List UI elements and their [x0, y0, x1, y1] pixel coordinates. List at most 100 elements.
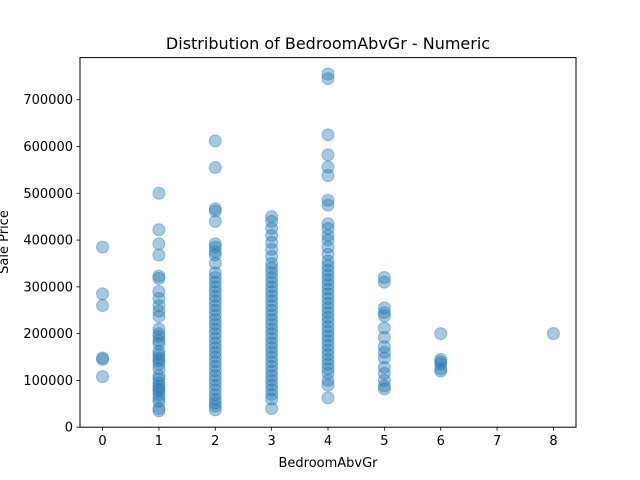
- data-point: [265, 214, 279, 228]
- data-point: [265, 392, 279, 406]
- data-point: [265, 387, 279, 401]
- data-point: [321, 247, 335, 261]
- x-tick-label: 6: [437, 434, 445, 449]
- data-point: [265, 221, 279, 235]
- data-point: [377, 351, 391, 365]
- data-point: [152, 372, 166, 386]
- data-point: [265, 261, 279, 275]
- points-layer: [96, 67, 560, 418]
- data-point: [265, 294, 279, 308]
- data-point: [321, 366, 335, 380]
- x-tick-label: 7: [493, 434, 501, 449]
- data-point: [208, 285, 222, 299]
- data-point: [96, 240, 110, 254]
- data-point: [265, 345, 279, 359]
- data-point: [321, 292, 335, 306]
- data-point: [208, 256, 222, 270]
- data-point: [265, 242, 279, 256]
- data-point: [321, 296, 335, 310]
- data-point: [265, 285, 279, 299]
- data-point: [208, 355, 222, 369]
- data-point: [152, 394, 166, 408]
- data-point: [321, 217, 335, 231]
- data-point: [208, 383, 222, 397]
- data-point: [321, 233, 335, 247]
- data-point: [152, 384, 166, 398]
- data-point: [208, 204, 222, 218]
- data-point: [208, 373, 222, 387]
- data-point: [321, 198, 335, 212]
- data-point: [321, 324, 335, 338]
- data-point: [377, 275, 391, 289]
- data-point: [377, 330, 391, 344]
- data-point: [546, 327, 560, 341]
- data-point: [208, 350, 222, 364]
- data-point: [208, 248, 222, 262]
- x-axis: 0 1 2 3 4 5 6 7 8: [98, 427, 558, 449]
- data-point: [152, 322, 166, 336]
- data-point: [208, 396, 222, 410]
- data-point: [152, 292, 166, 306]
- data-point: [265, 228, 279, 242]
- data-point: [265, 355, 279, 369]
- data-point: [96, 352, 110, 366]
- data-point: [152, 391, 166, 405]
- data-point: [321, 259, 335, 273]
- data-point: [265, 289, 279, 303]
- data-point: [208, 240, 222, 254]
- x-tick-label: 3: [267, 434, 275, 449]
- data-point: [321, 306, 335, 320]
- data-point: [152, 344, 166, 358]
- data-point: [265, 280, 279, 294]
- data-point: [377, 373, 391, 387]
- data-point: [208, 331, 222, 345]
- data-point: [321, 329, 335, 343]
- data-point: [152, 404, 166, 418]
- data-point: [321, 362, 335, 376]
- data-point: [321, 334, 335, 348]
- data-point: [265, 249, 279, 263]
- data-point: [208, 202, 222, 216]
- y-axis-label: Sale Price: [0, 210, 12, 274]
- y-tick-label: 600000: [23, 140, 73, 155]
- data-point: [152, 186, 166, 200]
- data-point: [265, 210, 279, 224]
- data-point: [152, 351, 166, 365]
- data-point: [152, 223, 166, 237]
- data-point: [152, 329, 166, 343]
- data-point: [265, 317, 279, 331]
- data-point: [321, 310, 335, 324]
- data-point: [265, 270, 279, 284]
- data-point: [321, 320, 335, 334]
- x-tick-label: 2: [211, 434, 219, 449]
- x-tick-label: 4: [324, 434, 332, 449]
- data-point: [321, 352, 335, 366]
- data-point: [434, 357, 448, 371]
- x-tick-label: 8: [549, 434, 557, 449]
- data-point: [208, 245, 222, 259]
- data-point: [321, 357, 335, 371]
- data-point: [321, 193, 335, 207]
- data-point: [377, 309, 391, 323]
- data-point: [321, 378, 335, 392]
- y-tick-label: 500000: [23, 187, 73, 202]
- data-point: [208, 327, 222, 341]
- data-point: [265, 303, 279, 317]
- data-point: [321, 348, 335, 362]
- data-point: [377, 306, 391, 320]
- data-point: [321, 148, 335, 162]
- data-point: [208, 270, 222, 284]
- data-point: [321, 273, 335, 287]
- data-point: [321, 128, 335, 142]
- data-point: [152, 309, 166, 323]
- data-point: [265, 401, 279, 415]
- data-point: [377, 301, 391, 315]
- data-point: [208, 317, 222, 331]
- data-point: [321, 268, 335, 282]
- data-point: [208, 294, 222, 308]
- data-point: [152, 376, 166, 390]
- data-point: [265, 378, 279, 392]
- data-point: [265, 275, 279, 289]
- data-point: [321, 221, 335, 235]
